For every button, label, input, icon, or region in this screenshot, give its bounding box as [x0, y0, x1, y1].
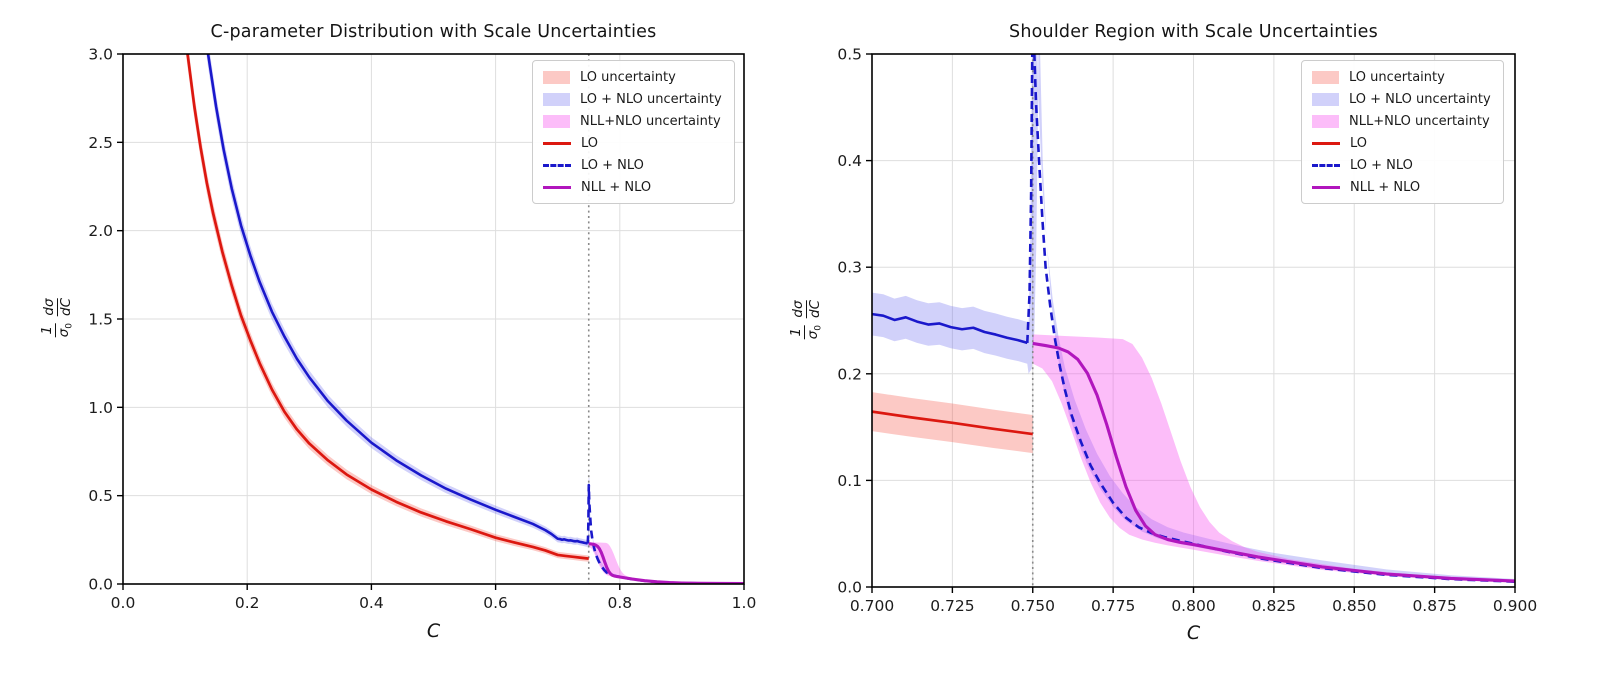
legend-item-label: LO: [1350, 135, 1368, 151]
legend-item-label: LO + NLO: [581, 157, 644, 173]
legend-item: NLL + NLO: [543, 178, 722, 196]
x-tick-label: 0.725: [930, 597, 974, 615]
band-swatch-icon: [1312, 92, 1339, 106]
y-tick-label: 1.5: [88, 311, 113, 329]
line-swatch-icon: [1312, 163, 1340, 167]
y-tick-label: 2.5: [88, 134, 113, 152]
legend-item: LO + NLO uncertainty: [543, 90, 722, 108]
x-tick-label: 0.8: [607, 594, 632, 612]
line-swatch-icon: [543, 163, 571, 167]
left-plot-title: C-parameter Distribution with Scale Unce…: [210, 22, 657, 42]
nll-line: [588, 542, 744, 584]
legend-item: LO: [543, 134, 722, 152]
fraction-one-over-sigma0: 1 σ0: [788, 325, 825, 340]
legend-item-label: LO: [581, 135, 599, 151]
nll-uncertainty-band: [588, 542, 744, 584]
legend-item-label: NLL + NLO: [581, 179, 652, 195]
legend-item-label: LO + NLO uncertainty: [1349, 91, 1491, 107]
band-swatch-icon: [1312, 114, 1339, 128]
x-tick-label: 0.800: [1171, 597, 1215, 615]
right-x-axis-label: C: [1186, 622, 1201, 644]
y-tick-label: 3.0: [88, 46, 113, 64]
legend-item: LO + NLO: [543, 156, 722, 174]
legend-item: NLL+NLO uncertainty: [543, 112, 722, 130]
legend-item-label: LO + NLO: [1350, 157, 1413, 173]
legend-item: LO + NLO uncertainty: [1312, 90, 1491, 108]
legend-item: LO uncertainty: [1312, 68, 1491, 86]
y-tick-label: 0.2: [837, 365, 862, 383]
y-tick-label: 0.5: [88, 487, 113, 505]
y-tick-label: 0.4: [837, 152, 862, 170]
y-tick-label: 2.0: [88, 222, 113, 240]
right-y-axis-label: 1 σ0 dσ dC: [777, 260, 837, 380]
line-swatch-icon: [1312, 185, 1340, 189]
band-swatch-icon: [543, 70, 570, 84]
legend-item-label: LO uncertainty: [1349, 69, 1445, 85]
y-tick-label: 0.0: [837, 579, 862, 597]
line-swatch-icon: [543, 141, 571, 145]
nlo-line-solid: [872, 312, 1028, 345]
x-tick-label: 0.2: [235, 594, 260, 612]
left-x-axis-label: C: [426, 620, 441, 642]
y-tick-label: 0.0: [88, 576, 113, 594]
band-swatch-icon: [543, 92, 570, 106]
nlo-uncertainty-band: [872, 54, 1515, 582]
fraction-dsigma-dC: dσ dC: [790, 300, 824, 319]
x-tick-label: 0.825: [1252, 597, 1296, 615]
legend-item: NLL+NLO uncertainty: [1312, 112, 1491, 130]
legend-item: LO + NLO: [1312, 156, 1491, 174]
right-plot-title: Shoulder Region with Scale Uncertainties: [1009, 22, 1378, 42]
x-tick-label: 0.875: [1412, 597, 1456, 615]
legend-item-label: LO uncertainty: [580, 69, 676, 85]
fraction-dsigma-dC: dσ dC: [41, 298, 75, 317]
nlo-line-solid: [206, 54, 589, 545]
x-tick-label: 0.6: [483, 594, 508, 612]
legend-item: LO uncertainty: [543, 68, 722, 86]
nll-uncertainty-band: [1032, 334, 1515, 582]
left-y-axis-label: 1 σ0 dσ dC: [28, 258, 88, 378]
x-tick-label: 0.750: [1011, 597, 1055, 615]
x-tick-label: 0.775: [1091, 597, 1135, 615]
band-swatch-icon: [1312, 70, 1339, 84]
x-tick-label: 0.700: [850, 597, 894, 615]
legend-item: LO: [1312, 134, 1491, 152]
legend-item: NLL + NLO: [1312, 178, 1491, 196]
legend-item-label: LO + NLO uncertainty: [580, 91, 722, 107]
band-swatch-icon: [543, 114, 570, 128]
lo-line: [186, 54, 589, 560]
legend-item-label: NLL + NLO: [1350, 179, 1421, 195]
y-tick-label: 0.5: [837, 46, 862, 64]
x-tick-label: 1.0: [732, 594, 757, 612]
legend-item-label: NLL+NLO uncertainty: [580, 113, 721, 129]
x-tick-label: 0.850: [1332, 597, 1376, 615]
x-tick-label: 0.0: [111, 594, 136, 612]
nll-line: [1032, 341, 1515, 583]
y-tick-label: 0.3: [837, 259, 862, 277]
x-tick-label: 0.4: [359, 594, 384, 612]
left-legend: LO uncertainty LO + NLO uncertainty NLL+NL…: [532, 60, 735, 204]
x-tick-label: 0.900: [1493, 597, 1537, 615]
right-legend: LO uncertainty LO + NLO uncertainty NLL+NL…: [1301, 60, 1504, 204]
line-swatch-icon: [1312, 141, 1340, 145]
y-tick-label: 0.1: [837, 472, 862, 490]
line-swatch-icon: [543, 185, 571, 189]
fraction-one-over-sigma0: 1 σ0: [39, 323, 76, 338]
y-tick-label: 1.0: [88, 399, 113, 417]
legend-item-label: NLL+NLO uncertainty: [1349, 113, 1490, 129]
